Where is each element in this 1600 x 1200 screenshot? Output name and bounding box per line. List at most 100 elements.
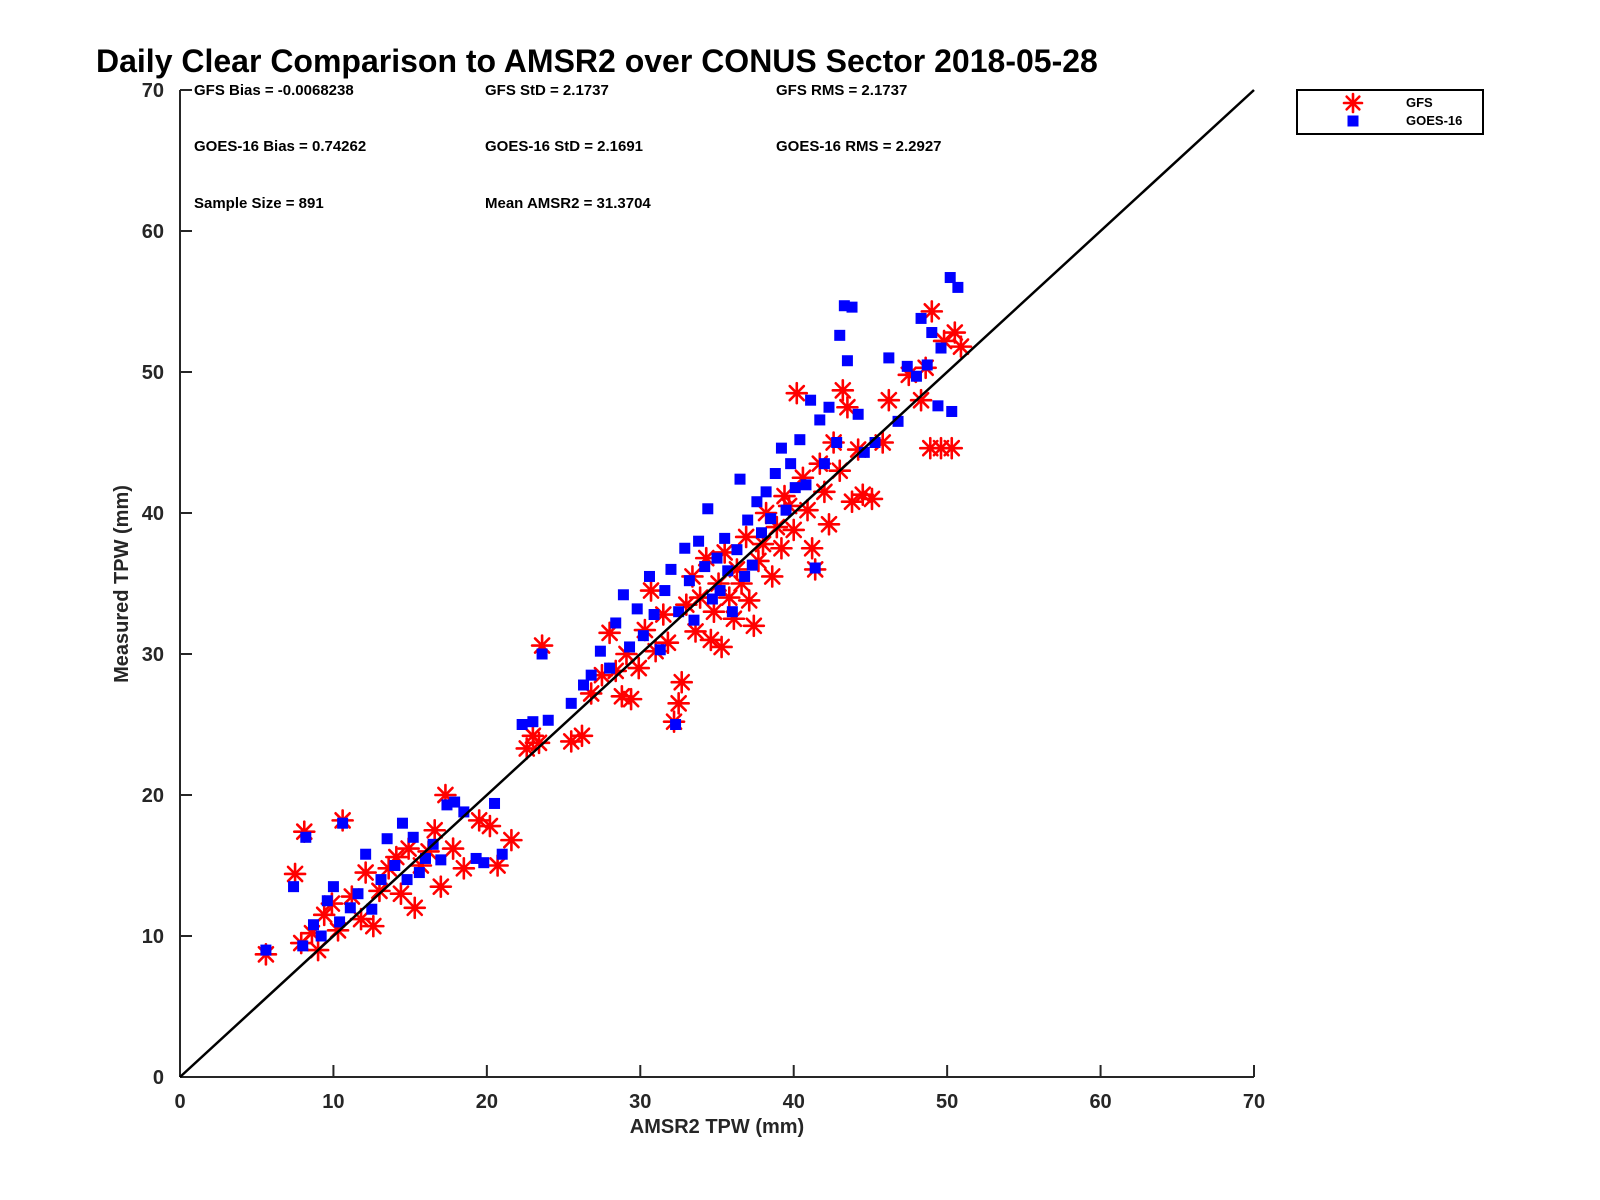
goes-16-point: [375, 874, 387, 886]
gfs-point: [796, 498, 819, 522]
gfs-point: [920, 300, 944, 323]
gfs-point: [817, 512, 841, 536]
goes-16-point: [921, 359, 933, 371]
gfs-point: [467, 809, 491, 832]
gfs-point: [619, 687, 643, 711]
goes-16-point: [419, 852, 431, 864]
goes-16-point: [407, 831, 419, 843]
goes-16-point: [360, 848, 372, 860]
legend: GFS GOES-16: [1296, 89, 1484, 135]
goes-16-point: [785, 458, 797, 470]
goes-16-point: [631, 603, 643, 615]
goes-16-point: [470, 852, 482, 864]
goes-16-point: [706, 593, 718, 605]
gfs-point: [670, 670, 694, 694]
goes-16-point: [496, 848, 508, 860]
goes-16-point: [858, 446, 870, 458]
gfs-point: [362, 914, 385, 938]
goes-16-point: [910, 370, 922, 382]
goes-16-point: [288, 881, 300, 893]
goes-16-point: [617, 589, 629, 601]
goes-16-point: [780, 504, 792, 516]
gfs-point: [500, 828, 523, 852]
gfs-point: [478, 814, 502, 838]
gfs-point: [570, 724, 594, 748]
goes-16-point: [818, 458, 830, 470]
goes-16-point: [536, 648, 548, 660]
goes-16-point: [883, 352, 895, 364]
goes-16-point: [775, 442, 787, 454]
gfs-point: [770, 536, 793, 560]
goes-16-point: [643, 570, 655, 582]
legend-goes-16-label: GOES-16: [1406, 113, 1462, 128]
stat-text: GFS Bias = -0.0068238: [194, 82, 354, 99]
stat-text: Mean AMSR2 = 31.3704: [485, 195, 651, 212]
goes-16-point: [327, 881, 339, 893]
goes-16-point: [751, 496, 763, 508]
series-goes-16: [260, 272, 964, 956]
goes-16-point: [823, 401, 835, 413]
goes-16-point: [869, 437, 881, 448]
goes-16-point: [952, 281, 964, 293]
x-tick-label: 20: [476, 1091, 498, 1113]
gfs-point: [283, 862, 307, 886]
goes-16-point: [683, 575, 695, 587]
y-tick-label: 10: [142, 926, 164, 948]
goes-16-point: [441, 799, 453, 811]
legend-goes-16-marker: [1347, 115, 1359, 127]
gfs-point: [702, 600, 726, 624]
goes-16-point: [915, 312, 927, 324]
x-tick-label: 50: [936, 1091, 958, 1113]
gfs-point: [734, 525, 758, 549]
goes-16-point: [814, 414, 826, 426]
goes-16-point: [260, 944, 272, 956]
goes-16-point: [435, 854, 447, 866]
gfs-point: [423, 818, 446, 842]
goes-16-point: [711, 552, 723, 564]
gfs-point: [627, 656, 651, 680]
gfs-point: [452, 857, 476, 880]
goes-16-point: [610, 617, 622, 629]
gfs-point: [760, 565, 784, 588]
axis-ticks: 0 10 20 30 40 50 60 70 0 10 20 30 40 50 60 70: [142, 80, 1265, 1113]
goes-16-point: [604, 662, 616, 674]
gfs-point: [527, 731, 551, 755]
gfs-point: [717, 586, 741, 609]
goes-16-point: [315, 930, 327, 942]
goes-16-point: [901, 360, 913, 372]
goes-16-point: [578, 679, 590, 691]
goes-16-point: [679, 542, 691, 554]
goes-16-point: [719, 532, 731, 544]
goes-16-point: [321, 895, 333, 907]
goes-16-point: [800, 479, 812, 491]
goes-16-point: [794, 434, 806, 446]
goes-16-point: [624, 641, 636, 653]
goes-16-point: [838, 300, 850, 312]
goes-16-point: [337, 817, 349, 829]
goes-16-point: [755, 527, 767, 539]
goes-16-point: [670, 719, 682, 730]
goes-16-point: [637, 630, 649, 642]
gfs-point: [782, 518, 806, 542]
goes-16-point: [665, 563, 677, 575]
goes-16-point: [478, 857, 490, 869]
goes-16-point: [765, 513, 777, 525]
legend-box: [1296, 89, 1484, 135]
goes-16-point: [946, 405, 958, 417]
goes-16-point: [742, 514, 754, 526]
goes-16-point: [366, 903, 378, 915]
goes-16-point: [693, 535, 705, 547]
goes-16-point: [648, 609, 660, 621]
x-tick-label: 10: [322, 1091, 344, 1113]
gfs-point: [785, 381, 809, 405]
gfs-point: [667, 692, 690, 715]
goes-16-point: [344, 902, 356, 914]
goes-16-point: [834, 329, 846, 341]
goes-16-point: [769, 468, 781, 480]
gfs-point: [800, 536, 824, 560]
goes-16-point: [739, 570, 751, 582]
y-tick-label: 60: [142, 221, 164, 243]
stat-text: GFS RMS = 2.1737: [776, 82, 907, 99]
goes-16-point: [300, 831, 312, 843]
